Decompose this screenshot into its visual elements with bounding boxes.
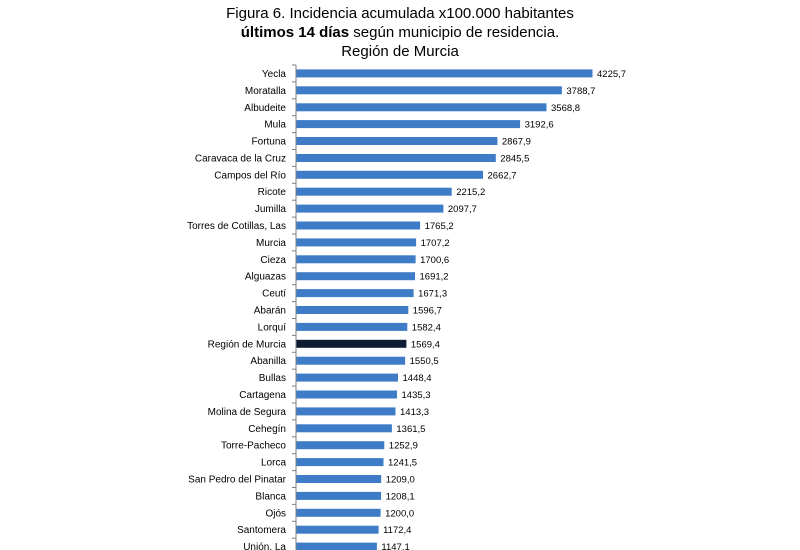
category-label: Unión, La	[243, 542, 286, 550]
category-label: Región de Murcia	[208, 339, 287, 350]
category-label: San Pedro del Pinatar	[188, 475, 287, 486]
value-label: 1550,5	[410, 356, 439, 367]
category-label: Blanca	[255, 491, 286, 502]
chart-title-line-3: Región de Murcia	[341, 43, 459, 60]
chart-title: Figura 6. Incidencia acumulada x100.000 …	[0, 4, 800, 61]
value-label: 1700,6	[420, 255, 449, 266]
value-label: 1172,4	[383, 525, 411, 536]
category-label: Campos del Río	[214, 170, 286, 181]
category-label: Cehegín	[248, 424, 286, 435]
category-label: Abanilla	[250, 356, 286, 367]
value-label: 1241,5	[388, 458, 417, 469]
value-label: 1765,2	[425, 221, 454, 232]
category-label: Bullas	[259, 373, 286, 384]
value-label: 1707,2	[421, 238, 450, 249]
category-label: Torres de Cotillas, Las	[187, 221, 286, 232]
value-label: 1209,0	[386, 475, 415, 486]
category-label: Caravaca de la Cruz	[195, 154, 286, 165]
bar	[296, 508, 381, 517]
bar	[296, 458, 384, 467]
category-label: Cartagena	[239, 390, 286, 401]
chart-title-line-2: últimos 14 días según municipio de resid…	[0, 23, 800, 42]
category-label: Albudeite	[244, 103, 286, 114]
bar	[296, 170, 483, 179]
bar	[296, 525, 379, 534]
value-label: 1361,5	[396, 424, 425, 435]
bar	[296, 424, 392, 433]
value-label: 2867,9	[502, 137, 531, 148]
category-label: Lorca	[261, 458, 286, 469]
bar	[296, 441, 385, 450]
bar	[296, 69, 593, 78]
bar	[296, 221, 421, 230]
value-label: 1435,3	[402, 390, 431, 401]
bar	[296, 187, 452, 196]
bar	[296, 255, 416, 264]
value-label: 4225,7	[597, 69, 626, 80]
value-label: 2662,7	[488, 170, 517, 181]
bar	[296, 491, 382, 500]
bar	[296, 238, 417, 247]
value-label: 1208,1	[386, 491, 415, 502]
category-label: Fortuna	[252, 137, 287, 148]
bar	[296, 390, 397, 399]
bar-chart: Yecla 4225,7 Moratalla 3788,7 Albudeite 3568,…	[187, 64, 626, 550]
value-label: 2097,7	[448, 204, 477, 215]
bar	[296, 407, 396, 416]
value-label: 1582,4	[412, 322, 441, 333]
bar	[296, 339, 407, 348]
category-label: Mula	[264, 120, 286, 131]
value-label: 1147,1	[381, 542, 409, 550]
value-label: 1200,0	[385, 508, 414, 519]
chart-title-line-1: Figura 6. Incidencia acumulada x100.000 …	[226, 5, 574, 22]
bar	[296, 356, 406, 365]
bar	[296, 120, 521, 129]
bar	[296, 322, 408, 331]
category-label: Ricote	[258, 187, 287, 198]
value-label: 3192,6	[525, 120, 554, 131]
category-label: Murcia	[256, 238, 286, 249]
category-label: Cieza	[260, 255, 286, 266]
value-label: 1448,4	[403, 373, 432, 384]
bar	[296, 373, 398, 382]
category-label: Jumilla	[255, 204, 287, 215]
bar	[296, 137, 498, 145]
value-label: 1596,7	[413, 306, 442, 317]
bar	[296, 289, 414, 298]
value-label: 1671,3	[418, 289, 447, 300]
value-label: 2215,2	[456, 187, 485, 198]
chart-title-bold-part: últimos 14 días	[240, 24, 350, 41]
chart-title-rest: según municipio de residencia.	[349, 24, 560, 41]
value-label: 3568,8	[551, 103, 580, 114]
category-label: Abarán	[254, 306, 286, 317]
value-label: 3788,7	[566, 86, 595, 97]
value-label: 1691,2	[420, 272, 449, 283]
category-label: Lorquí	[258, 322, 287, 333]
category-label: Moratalla	[245, 86, 287, 97]
category-label: Ceutí	[262, 289, 286, 300]
bar	[296, 154, 496, 162]
bar	[296, 86, 562, 95]
category-label: Molina de Segura	[208, 407, 287, 418]
category-label: Alguazas	[245, 272, 286, 283]
category-label: Yecla	[262, 69, 287, 80]
value-label: 1252,9	[389, 441, 418, 452]
bar	[296, 475, 382, 483]
category-label: Ojós	[265, 508, 286, 519]
bar	[296, 204, 444, 213]
bar	[296, 272, 415, 281]
value-label: 1569,4	[411, 339, 440, 350]
category-label: Santomera	[237, 525, 286, 536]
bar	[296, 103, 547, 112]
bar	[296, 542, 377, 550]
value-label: 1413,3	[400, 407, 429, 418]
category-label: Torre-Pacheco	[221, 441, 286, 452]
value-label: 2845,5	[500, 154, 529, 165]
bar	[296, 306, 409, 314]
